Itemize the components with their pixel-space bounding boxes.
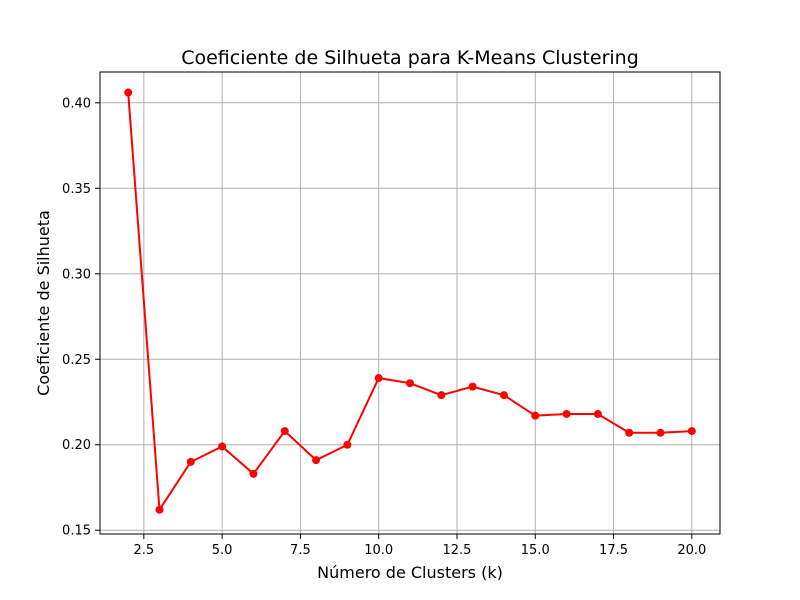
x-tick-label: 7.5 <box>290 543 311 558</box>
data-point <box>280 427 289 436</box>
y-tick-label: 0.25 <box>62 353 91 368</box>
data-point <box>468 382 477 391</box>
data-point <box>124 88 133 97</box>
data-point <box>312 456 321 465</box>
x-tick-label: 12.5 <box>442 543 471 558</box>
data-point <box>437 391 446 400</box>
data-point <box>562 409 571 418</box>
data-point <box>687 427 696 436</box>
data-point <box>343 440 352 449</box>
y-tick-label: 0.40 <box>62 96 91 111</box>
data-point <box>593 409 602 418</box>
x-tick-label: 20.0 <box>677 543 706 558</box>
data-point <box>249 469 258 478</box>
y-tick-label: 0.15 <box>62 524 91 539</box>
grid-layer <box>100 72 720 534</box>
data-point <box>218 442 227 451</box>
x-tick-label: 15.0 <box>521 543 550 558</box>
data-point <box>186 457 195 466</box>
y-axis: 0.15 0.20 0.25 0.30 0.35 0.40 <box>62 96 100 539</box>
series-layer <box>124 88 696 514</box>
x-tick-label: 10.0 <box>364 543 393 558</box>
y-axis-label: Coeficiente de Silhueta <box>34 210 53 396</box>
y-tick-label: 0.20 <box>62 438 91 453</box>
x-axis: 2.5 5.0 7.5 10.0 12.5 15.0 17.5 20.0 <box>133 534 706 558</box>
data-point <box>531 411 540 420</box>
data-point <box>625 428 634 437</box>
chart-title: Coeficiente de Silhueta para K-Means Clu… <box>181 47 639 69</box>
x-tick-label: 5.0 <box>212 543 233 558</box>
data-point <box>374 374 383 383</box>
y-tick-label: 0.35 <box>62 182 91 197</box>
data-point <box>656 428 665 437</box>
data-point <box>499 391 508 400</box>
x-axis-label: Número de Clusters (k) <box>317 563 503 582</box>
data-point <box>406 379 414 388</box>
y-tick-label: 0.30 <box>62 267 91 282</box>
x-tick-label: 2.5 <box>133 543 154 558</box>
plot-frame <box>99 71 721 535</box>
data-point <box>155 505 164 514</box>
x-tick-label: 17.5 <box>599 543 628 558</box>
